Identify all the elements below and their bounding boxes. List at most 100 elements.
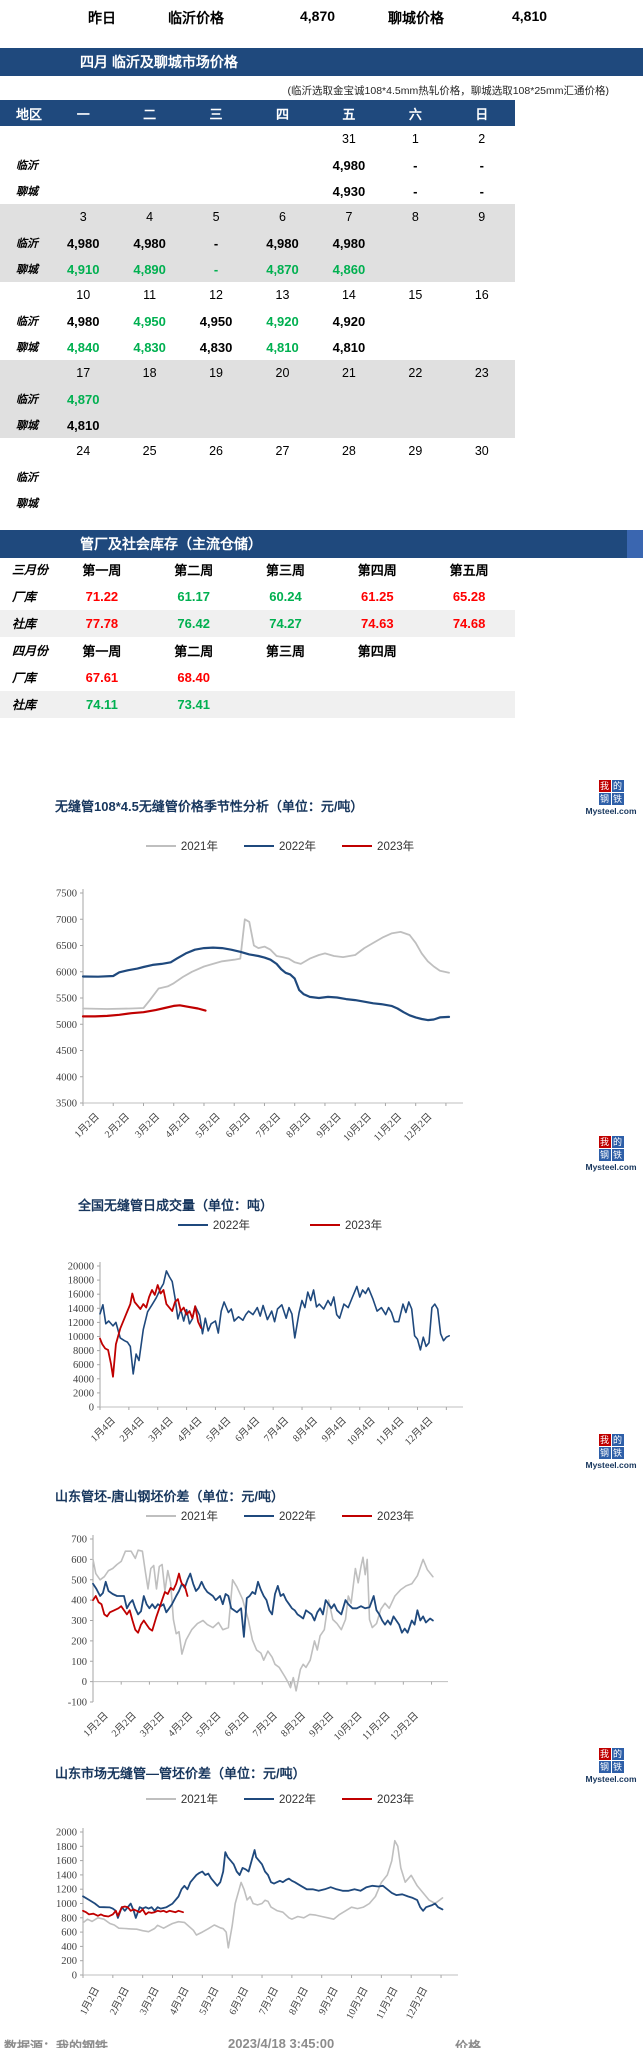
calendar-price-cell: 4,980 bbox=[66, 235, 100, 251]
footer-suffix: 价格 bbox=[455, 2039, 482, 2048]
logo-char: 钢 bbox=[598, 1761, 611, 1773]
x-tick-label: 3月2日 bbox=[133, 1111, 163, 1141]
x-tick-label: 4月2日 bbox=[166, 1710, 196, 1740]
y-tick-label: 600 bbox=[71, 1555, 87, 1566]
chart-billet-spread: 山东管坯-唐山钢坯价差（单位：元/吨） 2021年 2022年 2023年 -100… bbox=[0, 1480, 643, 1755]
liaocheng-price-label: 聊城价格 bbox=[388, 10, 444, 26]
footer: 数据源：我的钢铁 2023/4/18 3:45:00 价格 bbox=[0, 2036, 643, 2048]
legend-line-sample bbox=[342, 1515, 373, 1517]
calendar-date-cell: 16 bbox=[474, 288, 489, 302]
y-tick-label: 5500 bbox=[56, 994, 77, 1005]
mysteel-logo-glyphs: 我的钢铁 bbox=[585, 1748, 637, 1773]
legend-item: 2023年 bbox=[310, 1217, 382, 1233]
y-tick-label: 1800 bbox=[56, 1842, 77, 1853]
series-line-2023年 bbox=[82, 1905, 184, 1918]
legend-label: 2022年 bbox=[278, 841, 317, 853]
mysteel-logo: 我的钢铁 Mysteel.com bbox=[585, 1748, 637, 1784]
logo-char: 的 bbox=[611, 1136, 624, 1148]
y-tick-label: 400 bbox=[71, 1596, 87, 1607]
legend-item: 2021年 bbox=[145, 838, 218, 854]
calendar-price-row: 临沂 4,870 bbox=[0, 386, 515, 412]
logo-char: 钢 bbox=[598, 1149, 611, 1161]
calendar-price-row: 临沂 4,980 4,950 4,950 4,920 4,920 bbox=[0, 308, 515, 334]
calendar-date-cell: 5 bbox=[212, 210, 220, 224]
section-title-inventory: 管厂及社会库存（主流仓储） bbox=[80, 536, 262, 552]
calendar-header-cell: 日 bbox=[475, 106, 489, 122]
series-line-2021年 bbox=[82, 918, 450, 1010]
x-tick-label: 2月2日 bbox=[109, 1710, 139, 1740]
legend-label: 2022年 bbox=[278, 1794, 317, 1806]
inventory-row-label: 三月份 bbox=[12, 563, 49, 577]
calendar-price-cell: 4,830 bbox=[133, 339, 166, 355]
chart-plot-area: -100 0 100 200 300 400 500 600 700 1月2日 2月2日 3月2日 4月… bbox=[68, 1535, 448, 1743]
x-tick-label: 9月2日 bbox=[314, 1111, 344, 1141]
calendar-date-cell: 17 bbox=[76, 366, 91, 380]
x-tick-label: 5月4日 bbox=[204, 1415, 234, 1445]
x-tick-label: 4月2日 bbox=[167, 1985, 192, 2017]
legend-item: 2023年 bbox=[342, 1791, 414, 1807]
x-tick-label: 11月2日 bbox=[374, 1985, 401, 2021]
chart-title: 无缝管108*4.5无缝管价格季节性分析（单位：元/吨） bbox=[55, 799, 364, 814]
series-line-2023年 bbox=[81, 1004, 207, 1018]
chart-legend: 2021年 2022年 2023年 bbox=[0, 1791, 560, 1807]
inventory-data-row: 厂库 67.61 68.40 bbox=[0, 664, 515, 691]
y-tick-label: 0 bbox=[72, 1971, 77, 1982]
calendar-week: 17 18 19 20 21 22 23 临沂 4,870 聊城 4,810 bbox=[0, 360, 515, 438]
logo-char: 钢 bbox=[598, 793, 611, 805]
calendar-price-cell: 4,980 bbox=[266, 235, 299, 251]
calendar-price-cell: 4,870 bbox=[66, 391, 100, 407]
inventory-week-header-cell: 第五周 bbox=[449, 563, 489, 578]
series-line-2021年 bbox=[82, 1839, 444, 1949]
calendar-date-cell: 24 bbox=[76, 444, 91, 458]
calendar-dates-row: 3 4 5 6 7 8 9 bbox=[0, 204, 515, 230]
x-tick-label: 11月4日 bbox=[374, 1415, 407, 1448]
inventory-value-cell: 73.41 bbox=[177, 697, 210, 712]
calendar-price-cell: 4,870 bbox=[266, 261, 299, 277]
x-tick-label: 6月2日 bbox=[223, 1111, 253, 1141]
x-tick-label: 3月2日 bbox=[137, 1985, 162, 2017]
calendar-row-label: 临沂 bbox=[16, 472, 38, 484]
x-tick-label: 7月4日 bbox=[261, 1415, 291, 1445]
y-tick-label: 7000 bbox=[56, 915, 77, 926]
logo-char: 我 bbox=[598, 1136, 611, 1148]
calendar-date-cell: 27 bbox=[275, 444, 290, 458]
calendar-price-cell: - bbox=[479, 183, 484, 199]
x-tick-label: 3月2日 bbox=[137, 1710, 167, 1740]
x-tick-label: 7月2日 bbox=[254, 1111, 284, 1141]
x-tick-label: 9月2日 bbox=[316, 1985, 341, 2017]
legend-item: 2022年 bbox=[243, 1791, 317, 1807]
legend-line-sample bbox=[177, 1224, 208, 1226]
x-tick-label: 5月2日 bbox=[193, 1111, 223, 1141]
chart-plot-area: 0 200 400 600 800 1000 1200 1400 1600 1800 2000 1月2… bbox=[56, 1828, 458, 2021]
y-tick-label: 18000 bbox=[68, 1276, 94, 1287]
inventory-value-cell: 60.24 bbox=[269, 589, 302, 604]
legend-line-sample bbox=[342, 1798, 373, 1800]
legend-item: 2023年 bbox=[342, 838, 414, 854]
calendar-header-row: 地区 一 二 三 四 五 六 日 bbox=[0, 100, 515, 126]
logo-char: 我 bbox=[598, 1748, 611, 1760]
calendar-date-cell: 3 bbox=[79, 210, 87, 224]
calendar-price-cell: - bbox=[413, 157, 418, 173]
y-tick-label: 10000 bbox=[68, 1332, 94, 1343]
inventory-value-cell: 74.11 bbox=[85, 697, 118, 712]
inventory-data-row: 社库 74.11 73.41 bbox=[0, 691, 515, 718]
legend-item: 2022年 bbox=[177, 1217, 250, 1233]
calendar-date-cell: 26 bbox=[209, 444, 224, 458]
calendar-price-cell: 4,980 bbox=[332, 235, 366, 251]
chart-title: 山东市场无缝管—管坯价差（单位：元/吨） bbox=[55, 1766, 306, 1781]
calendar-price-table: 地区一二三四五六日 31 1 2 临沂 4,980- - 聊城 4,930- -3 4 5 6 7 8 9 临沂… bbox=[0, 100, 515, 516]
inventory-week-header-cell: 第一周 bbox=[82, 644, 122, 659]
calendar-price-cell: 4,980 bbox=[133, 235, 166, 251]
calendar-row-label: 临沂 bbox=[16, 316, 38, 328]
y-tick-label: 700 bbox=[71, 1535, 87, 1546]
inventory-value-cell: 61.17 bbox=[177, 589, 210, 604]
calendar-date-cell: 28 bbox=[341, 444, 356, 458]
calendar-week: 24 25 26 27 28 29 30 临沂 聊城 bbox=[0, 438, 515, 516]
y-tick-label: 600 bbox=[61, 1928, 77, 1939]
inventory-week-header-cell: 第三周 bbox=[265, 563, 305, 578]
inventory-row-label: 厂库 bbox=[12, 671, 37, 685]
calendar-week: 10 11 12 13 14 15 16 临沂 4,980 4,950 4,950 4,920 4,92… bbox=[0, 282, 515, 360]
x-tick-label: 7月2日 bbox=[250, 1710, 280, 1740]
calendar-date-cell: 8 bbox=[411, 210, 419, 224]
